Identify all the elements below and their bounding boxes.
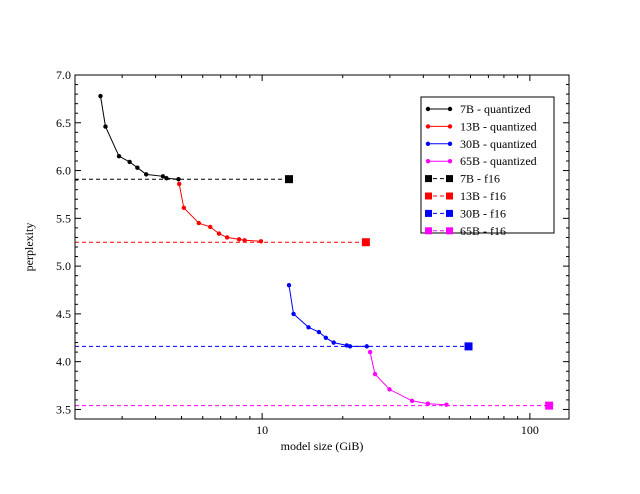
legend-label-30b-f16: 30B - f16 <box>460 206 506 220</box>
legend-marker-13b-quantized <box>447 124 453 129</box>
legend-box <box>420 96 555 234</box>
series-point-30b-quantized <box>286 283 292 288</box>
series-point-65b-quantized <box>425 401 431 406</box>
x-tick-label: 10 <box>256 423 268 437</box>
series-point-65b-quantized <box>387 387 392 392</box>
series-point-13b-quantized <box>258 239 264 244</box>
series-point-13b-quantized <box>176 181 182 187</box>
series-marker-13b-f16 <box>361 238 370 247</box>
series-line-65b-quantized <box>369 351 447 406</box>
series-point-30b-quantized <box>323 335 329 340</box>
legend-label-65b-quantized: 65B - quantized <box>460 154 537 168</box>
legend-marker-13b-f16 <box>425 192 432 200</box>
legend-label-13b-f16: 13B - f16 <box>460 189 506 203</box>
series-point-30b-quantized <box>306 325 311 330</box>
legend-marker-30b-quantized <box>447 141 453 146</box>
legend-label-13b-quantized: 13B - quantized <box>460 119 537 133</box>
series-point-30b-quantized <box>291 311 296 317</box>
series-point-30b-quantized <box>316 329 322 335</box>
y-tick-label: 4.0 <box>56 355 71 369</box>
y-tick-label: 5.5 <box>56 211 71 225</box>
y-tick-label: 7.0 <box>56 68 71 82</box>
legend-marker-7b-f16 <box>425 175 432 183</box>
y-tick-label: 3.5 <box>56 402 71 416</box>
legend-marker-30b-f16 <box>425 209 432 217</box>
series-point-7b-quantized <box>135 165 140 170</box>
data-layer <box>75 93 554 410</box>
series-point-7b-quantized <box>98 93 103 99</box>
series-point-7b-quantized <box>176 176 181 182</box>
series-point-30b-quantized <box>344 343 349 348</box>
series-point-7b-quantized <box>144 172 149 177</box>
x-tick-label: 100 <box>521 423 539 437</box>
series-point-65b-quantized <box>367 349 373 355</box>
legend-label-65b-f16: 65B - f16 <box>460 224 506 238</box>
legend-marker-65b-quantized <box>447 159 453 164</box>
series-point-7b-quantized <box>103 124 108 129</box>
legend-label-30b-quantized: 30B - quantized <box>460 137 537 151</box>
y-axis-title: perplexity <box>22 223 36 272</box>
axis-layer: 3.5 4.0 4.5 5.0 5.5 6.0 6.5 7.0 10 100 <box>56 68 569 437</box>
legend-label-7b-quantized: 7B - quantized <box>460 102 531 116</box>
series-marker-65b-f16 <box>545 401 554 410</box>
y-tick-label: 4.5 <box>56 307 71 321</box>
series-point-30b-quantized <box>364 344 370 349</box>
legend-marker-65b-f16 <box>446 227 453 235</box>
series-point-65b-quantized <box>372 371 378 377</box>
series-point-65b-quantized <box>444 402 449 407</box>
series-point-7b-quantized <box>127 159 132 165</box>
series-point-13b-quantized <box>181 205 187 211</box>
series-point-13b-quantized <box>224 235 230 240</box>
series-point-13b-quantized <box>216 231 222 236</box>
x-axis-title: model size (GiB) <box>281 439 364 453</box>
series-marker-30b-f16 <box>464 342 473 351</box>
series-point-13b-quantized <box>196 220 202 226</box>
series-point-7b-quantized <box>116 154 122 159</box>
legend-marker-13b-quantized <box>425 124 431 129</box>
legend-marker-65b-quantized <box>425 159 431 164</box>
legend-label-7b-f16: 7B - f16 <box>460 172 500 186</box>
legend-marker-30b-quantized <box>425 141 431 146</box>
series-point-7b-quantized <box>164 176 169 181</box>
series-point-13b-quantized <box>242 238 247 243</box>
legend-marker-7b-f16 <box>446 175 453 183</box>
y-tick-label: 5.0 <box>56 259 71 273</box>
y-tick-label: 6.0 <box>56 164 71 178</box>
legend-marker-13b-f16 <box>446 192 453 200</box>
series-point-30b-quantized <box>331 340 336 345</box>
series-point-13b-quantized <box>208 224 213 230</box>
y-tick-label: 6.5 <box>56 116 71 130</box>
legend-marker-7b-quantized <box>447 106 453 112</box>
series-point-13b-quantized <box>236 237 242 242</box>
series-point-7b-quantized <box>160 174 166 179</box>
legend: 7B - quantized 13B - quantized 30B - quant… <box>420 96 555 238</box>
legend-marker-7b-quantized <box>425 106 431 112</box>
legend-marker-30b-f16 <box>446 209 453 217</box>
legend-marker-65b-f16 <box>425 227 432 235</box>
series-point-65b-quantized <box>409 398 415 404</box>
series-marker-7b-f16 <box>285 175 294 184</box>
